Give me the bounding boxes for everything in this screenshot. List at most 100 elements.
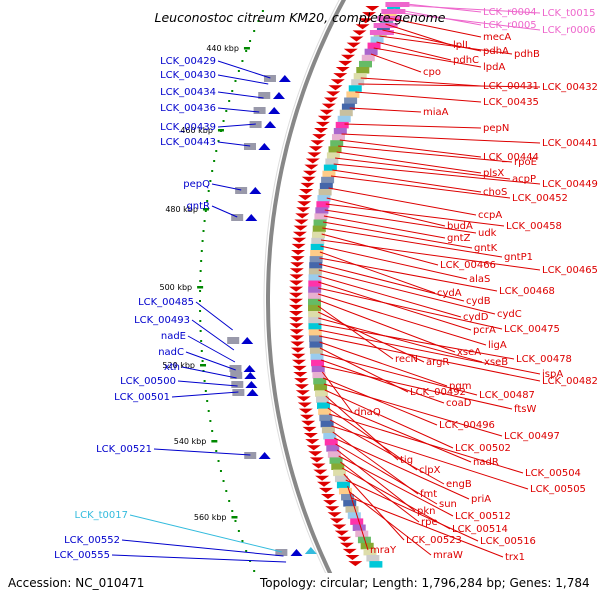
right-leader-line <box>317 293 487 346</box>
reverse-gene-arrow <box>306 445 321 451</box>
reverse-gene-arrow <box>334 530 349 536</box>
right-leader-line <box>345 479 479 542</box>
right-leader-line <box>338 145 513 163</box>
gene-labels: LCK_00429 LCK_00430 LCK_00434 LCK_00436 LCK_… <box>54 7 598 563</box>
reverse-gene-arrow <box>299 414 314 420</box>
function-band <box>329 457 343 464</box>
scale-dot <box>200 260 203 262</box>
right-leader-line <box>347 485 369 551</box>
scale-tick-label: 480 kbp <box>165 205 198 214</box>
function-band <box>343 500 357 507</box>
left-leader-line <box>195 301 233 331</box>
scale-dot <box>204 210 207 212</box>
scale-dot <box>241 60 244 62</box>
gene-label-right: dnaQ <box>354 407 381 418</box>
reverse-gene-arrow <box>298 408 313 414</box>
scale-major-tick <box>211 440 218 443</box>
gene-label-right: LCK_00431 <box>483 81 539 92</box>
gene-label-right: LCK_00449 <box>542 179 598 190</box>
scale-dot <box>241 540 244 542</box>
left-leader-line <box>217 141 251 147</box>
function-band <box>380 18 394 25</box>
function-band <box>310 353 324 361</box>
right-leader-line <box>321 365 513 410</box>
reverse-gene-arrow <box>312 134 327 140</box>
gene-label-left: LCK_00521 <box>96 444 152 455</box>
reverse-gene-arrow <box>333 73 348 79</box>
gene-label-right: LCK_00496 <box>439 420 495 431</box>
function-band <box>315 396 329 403</box>
left-leader-line <box>177 380 238 387</box>
reverse-gene-arrow <box>290 347 305 353</box>
right-leader-line <box>351 497 504 558</box>
scale-dot <box>253 30 256 32</box>
gene-label-left: LCK_00501 <box>114 392 170 403</box>
forward-gene-arrow <box>290 549 303 556</box>
right-leader-line <box>333 163 541 185</box>
reverse-gene-arrow <box>305 158 320 164</box>
gene-label-right: acpP <box>512 174 536 185</box>
right-leader-line <box>335 443 438 505</box>
function-band <box>309 341 323 348</box>
right-leader-line <box>323 215 446 239</box>
gene-label-right: LCK_00468 <box>499 286 555 297</box>
right-leader-line <box>318 329 541 375</box>
forward-gene-arrow <box>258 143 271 150</box>
forward-function-band <box>244 452 257 459</box>
reverse-gene-arrow <box>289 286 304 292</box>
backbone-ring <box>266 0 347 600</box>
right-leader-line <box>318 335 541 382</box>
footer-bar <box>0 573 600 600</box>
scale-dot <box>199 320 202 322</box>
reverse-gene-arrow <box>317 115 332 121</box>
function-band <box>345 506 359 513</box>
function-band <box>308 286 322 294</box>
scale-tick-label: 500 kbp <box>160 283 193 292</box>
reverse-gene-arrow <box>319 109 334 115</box>
gene-label-right: LCK_t0015 <box>542 8 595 19</box>
forward-gene-arrow <box>241 337 254 344</box>
gene-label-right: engB <box>446 479 472 490</box>
function-band <box>308 317 322 324</box>
scale-dot <box>201 240 204 242</box>
right-leader-line <box>321 371 353 413</box>
right-leader-line <box>331 425 529 490</box>
right-leader-line <box>395 4 541 14</box>
function-band <box>346 91 360 98</box>
left-leader-line <box>217 74 269 85</box>
function-band <box>338 487 352 495</box>
gene-label-left: LCK_00429 <box>160 56 216 67</box>
function-band <box>336 481 350 489</box>
reverse-gene-arrow <box>290 335 305 341</box>
reverse-gene-arrow <box>292 237 307 243</box>
reverse-gene-arrow <box>293 225 308 231</box>
scale-dot <box>234 80 237 82</box>
function-band <box>323 164 337 172</box>
reverse-gene-arrow <box>289 298 304 304</box>
right-leader-line <box>322 377 438 426</box>
function-band <box>334 475 348 483</box>
scale-dot <box>211 430 214 432</box>
gene-label-right: LCK_00505 <box>530 484 586 495</box>
function-band <box>315 207 329 214</box>
gene-label-right: cydD <box>463 312 489 323</box>
right-leader-line <box>323 221 473 249</box>
scale-dot <box>203 220 206 222</box>
gene-label-right: LCK_00432 <box>542 82 598 93</box>
function-band <box>314 213 328 220</box>
forward-function-band <box>243 143 256 150</box>
gene-label-right: LCK_00497 <box>504 431 560 442</box>
function-band <box>383 12 397 19</box>
right-leader-line <box>318 281 472 331</box>
scale-dot <box>199 280 202 282</box>
gene-label-right: LCK_r0004 <box>483 7 537 18</box>
reverse-gene-arrow <box>291 250 306 255</box>
right-leader-line <box>323 383 503 437</box>
left-leader-line <box>111 554 287 563</box>
gene-label-right: sun <box>439 499 457 510</box>
function-band <box>369 561 383 568</box>
function-band <box>314 390 328 397</box>
function-band <box>308 329 322 336</box>
forward-function-band <box>263 75 276 82</box>
gene-label-left: nadC <box>158 347 184 358</box>
